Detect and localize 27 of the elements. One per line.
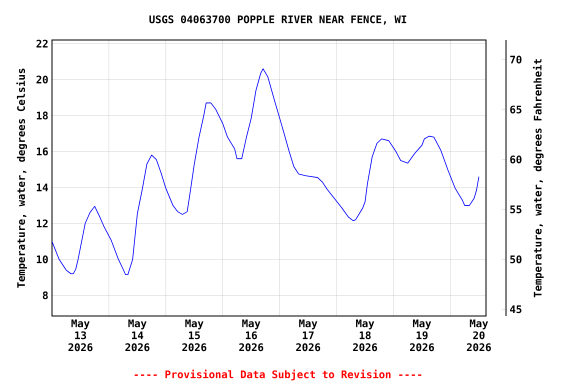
y-tick-label: 12 [36, 220, 48, 228]
y-tick-label: 20 [36, 76, 48, 84]
y2-tick-label: 70 [510, 56, 522, 64]
x-tick-label: May 19 2026 [410, 320, 434, 352]
x-tick-label: May 17 2026 [296, 320, 320, 352]
y2-tick-label: 65 [510, 106, 522, 114]
x-tick-label: May 14 2026 [125, 320, 150, 352]
y-tick-label: 8 [42, 291, 48, 300]
text: ---- Provisional Data Subject to Revision ---- [134, 370, 422, 380]
y2-tick-label: 45 [510, 305, 522, 314]
chart-title: USGS 04063700 POPPLE RIVER NEAR FENCE, WI [149, 15, 406, 25]
y-tick-label: 22 [36, 40, 48, 48]
y-tick-label: 10 [36, 255, 48, 264]
line-series [52, 68, 480, 276]
x-tick-label: May 13 2026 [68, 320, 92, 352]
x-tick-label: May 20 2026 [466, 320, 491, 352]
x-tick-label: May 16 2026 [239, 320, 264, 352]
y-tick-label: 14 [36, 184, 48, 192]
y2-tick-label: 55 [510, 206, 522, 214]
y2-tick-label: 60 [510, 156, 522, 164]
y-tick-label: 18 [36, 112, 48, 120]
x-tick-label: May 18 2026 [353, 320, 378, 352]
x-tick-label: May 15 2026 [182, 320, 206, 352]
y2-axis-title: Temperature, water, degrees Fahrenheit [532, 59, 544, 298]
y-tick-label: 16 [36, 148, 48, 156]
y2-tick-label: 50 [510, 255, 522, 264]
y-axis-title: Temperature, water, degrees Celsius [16, 68, 28, 288]
